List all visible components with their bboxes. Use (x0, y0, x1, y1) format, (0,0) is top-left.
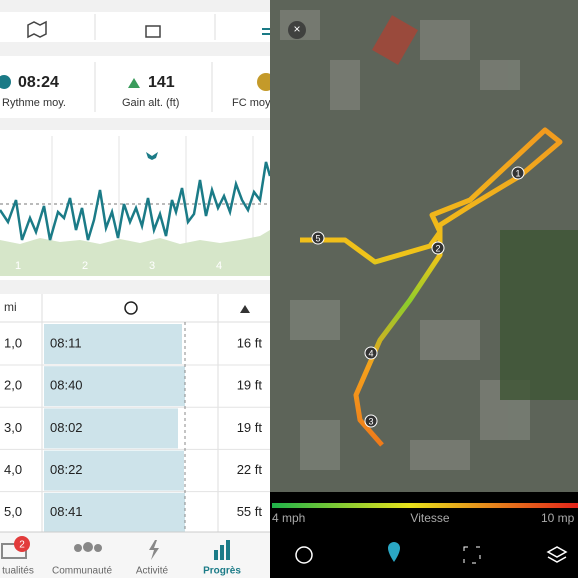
split-marker (511, 166, 525, 180)
pace: 08:41 (50, 504, 83, 519)
x-label: 4 (216, 260, 222, 272)
nav-item[interactable]: Activité (136, 566, 169, 577)
distance: 5,0 (4, 504, 22, 519)
pace: 08:22 (50, 462, 83, 477)
split-marker-label: 1 (515, 168, 520, 178)
pace: 08:02 (50, 420, 83, 435)
column-header: mi (4, 300, 17, 314)
bottom-nav (0, 532, 270, 578)
location-button[interactable] (388, 542, 400, 562)
photo-icon[interactable] (145, 25, 161, 38)
split-marker-label: 3 (368, 416, 373, 426)
legend-min: 4 mph (272, 511, 305, 525)
elevation: 19 ft (237, 378, 263, 393)
pace-bar (44, 324, 182, 364)
split-marker-label: 4 (368, 348, 373, 358)
x-label: 3 (149, 260, 155, 272)
split-marker (431, 241, 445, 255)
pace-bar (44, 450, 184, 491)
split-marker (364, 414, 378, 428)
stat-value: 08:24 (18, 74, 59, 91)
map-icon[interactable] (27, 20, 47, 39)
stat-value: 141 (148, 74, 175, 91)
nav-item[interactable]: Progrès (203, 566, 241, 577)
nav-item[interactable]: Communauté (52, 566, 112, 577)
distance: 2,0 (4, 378, 22, 393)
svg-text:×: × (293, 22, 300, 36)
split-marker-label: 2 (435, 243, 440, 253)
stat-label: FC moy (232, 97, 271, 109)
distance: 1,0 (4, 335, 22, 350)
pace-line (0, 161, 272, 241)
elevation: 16 ft (237, 335, 263, 350)
pace: 08:40 (50, 378, 83, 393)
speed-button[interactable] (295, 546, 313, 564)
elevation-area (0, 230, 270, 276)
badge: 2 (19, 540, 25, 551)
x-label: 2 (82, 260, 88, 272)
pace-bar (44, 366, 185, 407)
elevation: 55 ft (237, 504, 263, 519)
toolbar (0, 12, 270, 42)
pace-bar (44, 408, 178, 449)
pace-bar (44, 492, 185, 533)
elevation: 22 ft (237, 462, 263, 477)
distance: 3,0 (4, 420, 22, 435)
fit-button[interactable] (463, 546, 481, 564)
pace: 08:11 (50, 335, 82, 350)
stat-label: Gain alt. (ft) (122, 97, 179, 109)
nav-item[interactable]: tualités (2, 566, 34, 577)
elevation: 19 ft (237, 420, 263, 435)
stat-label: Rythme moy. (2, 97, 66, 109)
layers-button[interactable] (546, 546, 568, 563)
distance: 4,0 (4, 462, 22, 477)
speed-legend (272, 503, 578, 508)
split-marker (364, 346, 378, 360)
split-marker-label: 5 (315, 233, 320, 243)
x-label: 1 (15, 260, 21, 272)
legend-max: 10 mp (541, 511, 575, 525)
split-marker (311, 231, 325, 245)
legend-label: Vitesse (410, 511, 449, 525)
